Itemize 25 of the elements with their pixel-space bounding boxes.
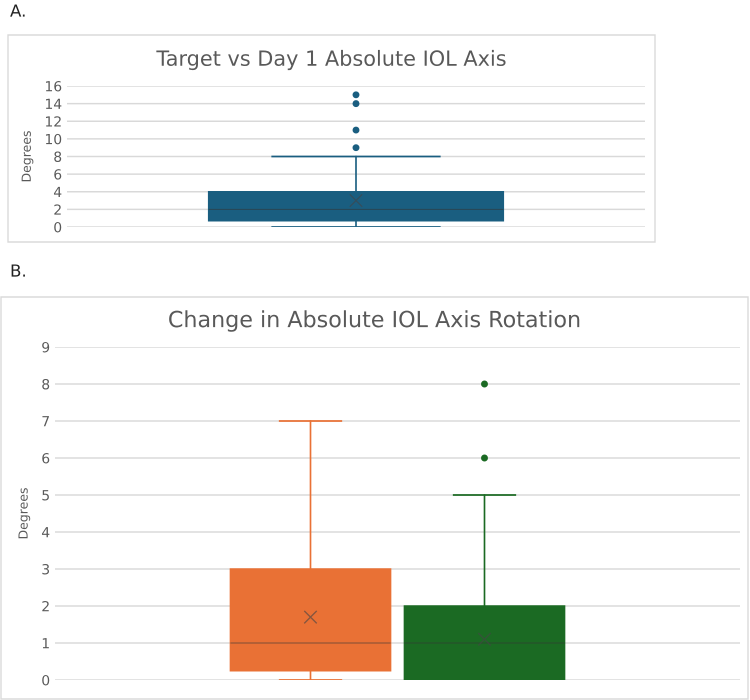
- y-tick-label: 3: [42, 564, 50, 574]
- y-axis-title: Degrees: [22, 131, 34, 182]
- y-tick-label: 14: [46, 98, 62, 109]
- y-tick-label: 7: [42, 416, 49, 426]
- y-tick-label: 2: [42, 600, 49, 612]
- y-tick-label: 12: [46, 116, 61, 127]
- y-tick-label: 16: [46, 80, 62, 92]
- y-tick-label: 6: [42, 452, 50, 464]
- y-tick-label: 8: [42, 378, 50, 390]
- y-tick-label: 0: [54, 222, 62, 232]
- y-tick-label: 9: [42, 342, 50, 352]
- y-tick-label: 10: [46, 134, 62, 144]
- y-tick-label: 6: [54, 169, 62, 180]
- y-tick-label: 8: [54, 151, 62, 162]
- y-tick-label: 5: [42, 490, 49, 500]
- text: A.: [10, 4, 25, 17]
- chart-title: Target vs Day 1 Absolute IOL Axis: [156, 50, 506, 70]
- y-tick-label: 1: [42, 638, 49, 648]
- y-tick-label: 4: [54, 186, 62, 198]
- y-tick-label: 4: [42, 527, 50, 538]
- chart-title: Change in Absolute IOL Axis Rotation: [169, 310, 580, 332]
- y-axis-title: Degrees: [18, 488, 30, 538]
- text: B.: [12, 264, 25, 277]
- y-tick-label: 0: [42, 674, 50, 686]
- y-tick-label: 2: [54, 204, 61, 215]
